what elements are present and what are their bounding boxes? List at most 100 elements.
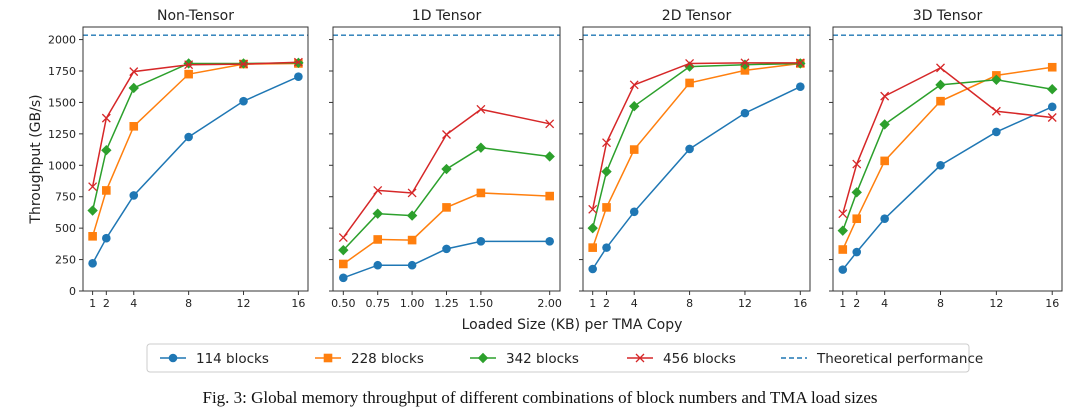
data-point [1047,62,1057,72]
data-point [880,214,889,224]
data-point [129,191,139,200]
data-point [629,145,639,154]
data-point [239,96,248,106]
panel-title: 1D Tensor [412,8,482,24]
data-point [879,119,890,130]
legend-label: 456 blocks [663,351,736,367]
x-tick-label: 1 [839,297,846,310]
x-tick-label: 2 [603,297,610,310]
data-point [475,142,487,153]
legend-marker [635,353,645,363]
series-114-blocks [588,82,805,274]
y-axis-label: Throughput (GB/s) [28,94,44,224]
legend-entry: 456 blocks [627,351,736,367]
legend-label: 114 blocks [196,351,269,367]
data-point [239,59,248,69]
x-tick-label: 2.00 [537,297,562,310]
series-line [91,61,299,187]
data-point [129,67,139,77]
data-point [441,163,452,175]
series-line [342,146,550,251]
y-tick-label: 750 [55,191,76,204]
data-point [795,58,805,68]
series-line [591,62,801,210]
data-point [102,186,111,195]
data-point [796,82,805,92]
series-line [342,108,550,239]
panel-non-tensor: Non-Tensor 0 250 500 750 1000 1250 1500 1750 2000… [48,8,309,310]
panel-2d-tensor: 2D Tensor 1 2 4 8 12 16 [579,8,811,310]
data-point [88,259,97,268]
x-tick-label: 2 [853,297,860,310]
data-point [184,132,193,142]
series-line [842,106,1053,271]
y-tick-label: 1250 [48,128,76,141]
series-line [91,75,299,264]
series-line [842,66,1053,250]
series-342-blocks [87,57,304,216]
x-tick-label: 8 [937,297,944,310]
data-point [102,233,111,243]
data-point [684,61,695,72]
series-114-blocks [88,72,303,268]
data-point [602,203,611,212]
x-tick-label: 8 [686,297,693,310]
legend-label: 342 blocks [506,351,579,367]
series-456-blocks [88,57,303,192]
series-line [91,62,299,211]
series-228-blocks [88,59,303,241]
y-tick-label: 1750 [48,65,76,78]
x-axis-label: Loaded Size (KB) per TMA Copy [462,317,683,333]
data-point [685,58,695,68]
series-line [343,240,550,279]
data-point [629,101,640,112]
data-point [588,243,597,252]
data-point [685,144,694,154]
data-point [936,63,945,73]
x-tick-label: 16 [793,297,807,310]
series-line [591,62,801,248]
data-point [544,151,555,162]
data-point [442,130,451,139]
data-point [1047,102,1057,112]
data-point [587,222,598,234]
legend: 114 blocks 228 blocks 342 blocks 456 blocks… [146,343,983,373]
axes-frame [82,26,309,292]
data-point [442,203,451,212]
data-point [1047,84,1058,95]
data-point [629,207,639,217]
data-point [87,205,98,216]
series-line [842,79,1053,231]
data-point [407,260,417,270]
data-point [602,138,611,148]
data-point [851,187,862,198]
x-tick-label: 12 [237,297,251,310]
x-tick-label: 1 [89,297,96,310]
y-tick-label: 0 [69,285,76,298]
series-line [342,192,550,265]
data-point [373,185,383,195]
x-tick-label: 0.75 [365,297,390,310]
data-point [852,214,862,224]
data-point [1047,113,1057,122]
data-point [852,247,862,257]
panel-3d-tensor: 3D Tensor 1 2 4 8 12 16 [829,8,1063,310]
data-point [373,235,383,244]
legend-box [146,343,970,373]
legend-entry: Theoretical performance [781,351,983,367]
y-tick-label: 2000 [48,34,76,47]
x-tick-label: 12 [989,297,1003,310]
data-point [545,119,555,129]
panel-1d-tensor: 1D Tensor 0.50 0.75 1.00 1.25 1.50 2.00 [329,8,562,310]
data-point [476,188,486,198]
data-point [373,260,383,270]
x-tick-label: 4 [881,297,888,310]
legend-label: 228 blocks [351,351,424,367]
series-456-blocks [588,58,805,214]
figure-caption: Fig. 3: Global memory throughput of diff… [202,388,878,407]
axes-frame [832,26,1063,292]
data-point [601,166,612,177]
data-point [406,210,418,221]
legend-marker [477,352,489,364]
data-point [129,122,139,131]
